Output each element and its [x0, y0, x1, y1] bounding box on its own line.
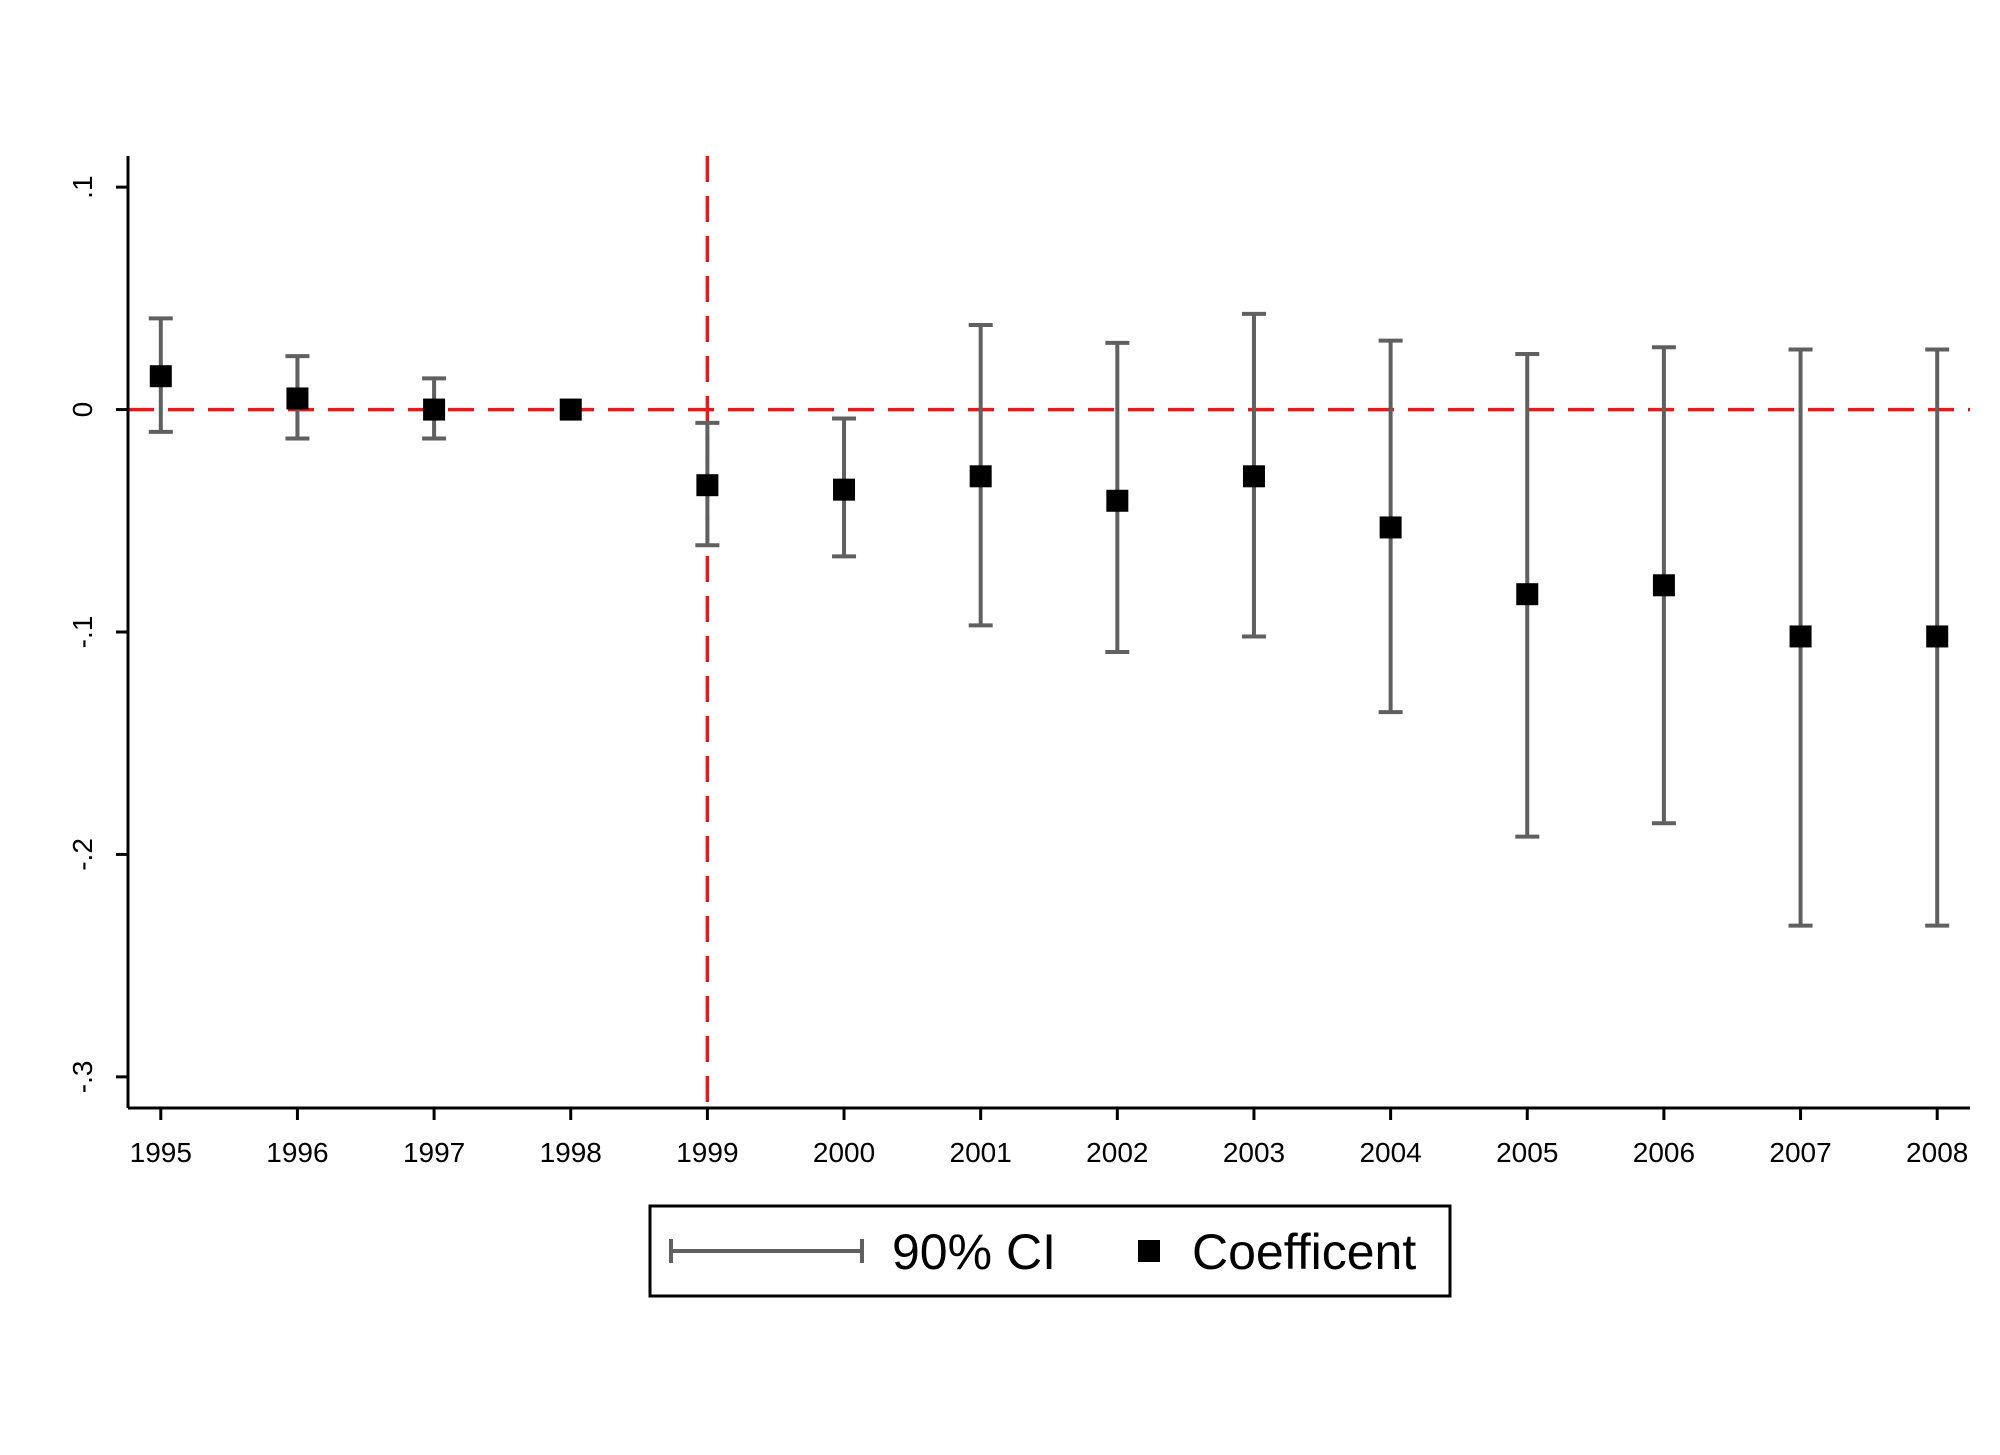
coefficient-point [1106, 489, 1129, 512]
y-tick-label: -.2 [67, 838, 98, 871]
legend: 90% CI Coefficent [648, 1204, 1452, 1298]
x-tick-label: 2004 [1359, 1137, 1421, 1168]
x-tick-label: 2007 [1769, 1137, 1831, 1168]
coefficient-point [1516, 583, 1539, 606]
coefficient-point [423, 398, 446, 421]
legend-coefficient-marker [1138, 1240, 1160, 1262]
x-tick-label: 1996 [266, 1137, 328, 1168]
axes [126, 156, 1970, 1110]
x-tick-label: 2001 [950, 1137, 1012, 1168]
x-axis-ticks: 1995 1996 1997 1998 1999 2000 2001 2002 2003 2004… [130, 1108, 1968, 1168]
legend-coefficient-label: Coefficent [1192, 1224, 1416, 1280]
x-tick-label: 2005 [1496, 1137, 1558, 1168]
reference-lines [128, 156, 1970, 1108]
x-tick-label: 2006 [1633, 1137, 1695, 1168]
coefficient-point [1379, 516, 1402, 539]
y-tick-label: -.1 [67, 616, 98, 649]
coefficient-point [1789, 625, 1812, 648]
coefficient-point [833, 478, 856, 501]
coefficient-point [559, 398, 582, 421]
x-tick-label: 1998 [540, 1137, 602, 1168]
y-tick-label: 0 [67, 402, 98, 418]
coefficient-point [1926, 625, 1949, 648]
x-tick-label: 1995 [130, 1137, 192, 1168]
y-tick-label: .1 [67, 175, 98, 198]
coefficient-point [696, 474, 719, 497]
coefficient-point [1652, 574, 1675, 597]
x-tick-label: 2003 [1223, 1137, 1285, 1168]
x-tick-label: 1999 [676, 1137, 738, 1168]
coefficient-point [286, 387, 309, 410]
x-tick-label: 2000 [813, 1137, 875, 1168]
error-bars [148, 311, 1950, 928]
y-axis-ticks: .1 0 -.1 -.2 -.3 [67, 175, 128, 1093]
x-tick-label: 1997 [403, 1137, 465, 1168]
x-tick-label: 2008 [1906, 1137, 1968, 1168]
coefficient-point [969, 465, 992, 488]
x-tick-label: 2002 [1086, 1137, 1148, 1168]
coefficient-point [149, 365, 172, 388]
coefficient-point [1242, 465, 1265, 488]
coefficient-points [149, 365, 1949, 648]
y-tick-label: -.3 [67, 1061, 98, 1094]
legend-ci-label: 90% CI [892, 1224, 1056, 1280]
